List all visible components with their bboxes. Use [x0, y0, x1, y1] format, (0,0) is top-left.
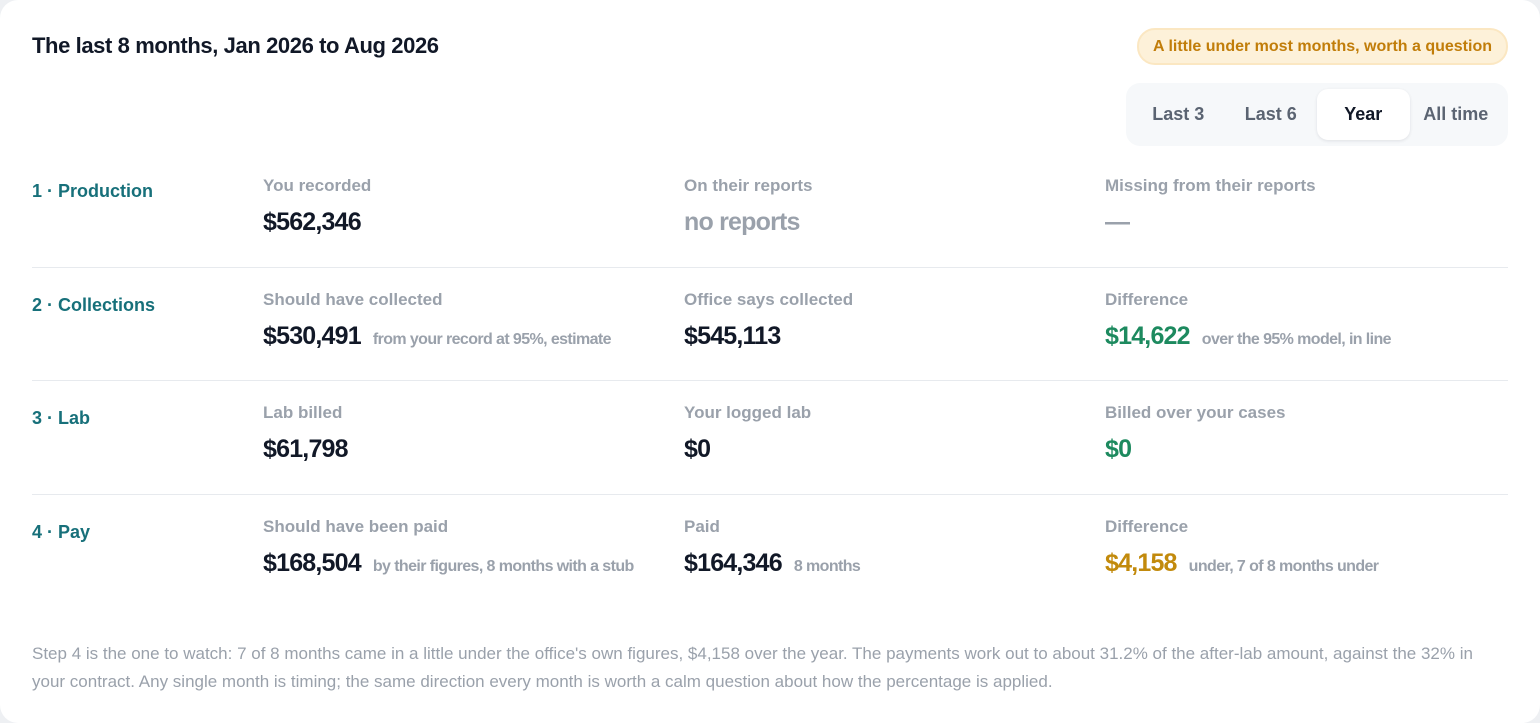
cell-label: Difference — [1105, 290, 1189, 309]
cell-value: $4,158 — [1105, 549, 1177, 577]
range-tab-last-6[interactable]: Last 6 — [1244, 104, 1297, 124]
cell-note: under, 7 of 8 months under — [1188, 558, 1379, 575]
cell-paid: Paid $164,346 8 months — [684, 517, 861, 578]
cell-label: Billed over your cases — [1105, 403, 1286, 422]
row-pay: 4 · Pay Should have been paid $168,504 b… — [32, 515, 1508, 595]
cell-billed-over-cases: Billed over your cases $0 — [1105, 403, 1285, 464]
cell-your-logged-lab: Your logged lab $0 — [684, 403, 811, 464]
cell-label: Difference — [1105, 517, 1189, 536]
cell-value: $530,491 — [263, 322, 362, 350]
cell-label: Office says collected — [684, 290, 854, 309]
cell-note: from your record at 95%, estimate — [372, 331, 612, 348]
range-tab-year[interactable]: Year — [1317, 89, 1410, 140]
cell-note: by their figures, 8 months with a stub — [372, 558, 634, 575]
cell-label: Paid — [684, 517, 720, 536]
cell-value: $545,113 — [684, 322, 781, 350]
page-title: The last 8 months, Jan 2026 to Aug 2026 — [32, 33, 439, 58]
cell-note: over the 95% model, in line — [1201, 331, 1392, 348]
cell-value: — — [1105, 208, 1130, 236]
cell-pay-difference: Difference $4,158 under, 7 of 8 months u… — [1105, 517, 1379, 578]
cell-should-have-been-paid: Should have been paid $168,504 by their … — [263, 517, 634, 578]
summary-footnote: Step 4 is the one to watch: 7 of 8 month… — [32, 644, 1473, 691]
cell-value: $164,346 — [684, 549, 783, 577]
cell-value: $0 — [1105, 435, 1132, 463]
cell-value: $61,798 — [263, 435, 349, 463]
cell-value: $168,504 — [263, 549, 362, 577]
cell-value: $0 — [684, 435, 711, 463]
cell-lab-billed: Lab billed $61,798 — [263, 403, 349, 464]
cell-value: $14,622 — [1105, 322, 1191, 350]
range-selector: Last 3 Last 6 Year All time — [1126, 83, 1508, 146]
row-production: 1 · Production You recorded $562,346 On … — [32, 174, 1508, 268]
cell-collections-difference: Difference $14,622 over the 95% model, i… — [1105, 290, 1392, 351]
range-tab-last-3[interactable]: Last 3 — [1152, 104, 1205, 124]
step-label: 3 · Lab — [32, 408, 91, 428]
step-label: 2 · Collections — [32, 295, 156, 315]
row-collections: 2 · Collections Should have collected $5… — [32, 288, 1508, 381]
step-label: 4 · Pay — [32, 522, 91, 542]
cell-note: 8 months — [793, 558, 861, 575]
cell-label: You recorded — [263, 176, 372, 195]
cell-label: Your logged lab — [684, 403, 812, 422]
cell-value: no reports — [684, 208, 800, 236]
cell-missing-from-reports: Missing from their reports — — [1105, 176, 1316, 237]
cell-office-says-collected: Office says collected $545,113 — [684, 290, 853, 351]
step-label: 1 · Production — [32, 181, 153, 201]
range-tab-all-time[interactable]: All time — [1423, 104, 1489, 124]
cell-should-have-collected: Should have collected $530,491 from your… — [263, 290, 612, 351]
cell-on-their-reports: On their reports no reports — [684, 176, 812, 237]
cell-label: On their reports — [684, 176, 813, 195]
cell-label: Lab billed — [263, 403, 343, 422]
cell-you-recorded: You recorded $562,346 — [263, 176, 371, 237]
cell-label: Should have been paid — [263, 517, 449, 536]
status-badge: A little under most months, worth a ques… — [1137, 28, 1508, 65]
row-lab: 3 · Lab Lab billed $61,798 Your logged l… — [32, 401, 1508, 495]
cell-value: $562,346 — [263, 208, 362, 236]
cell-label: Should have collected — [263, 290, 443, 309]
cell-label: Missing from their reports — [1105, 176, 1316, 195]
